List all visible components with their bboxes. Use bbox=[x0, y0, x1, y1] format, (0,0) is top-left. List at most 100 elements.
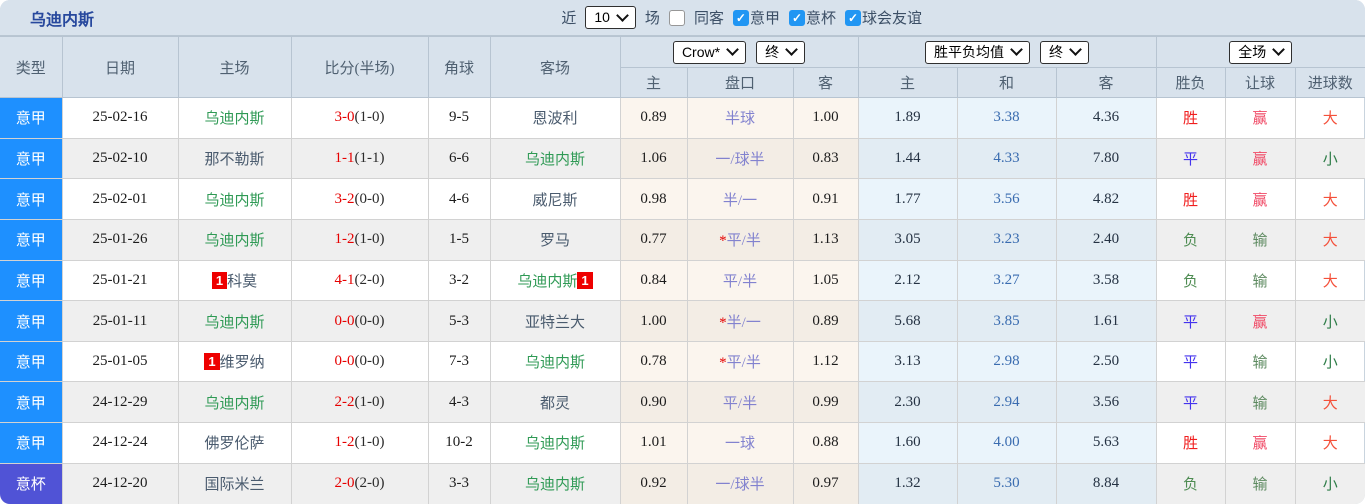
away-team[interactable]: 威尼斯 bbox=[489, 178, 621, 220]
odds-company-value: Crow* bbox=[681, 43, 721, 60]
score-cell: 1-1(1-1) bbox=[290, 137, 429, 180]
result-goals-cell: 小 bbox=[1294, 137, 1365, 180]
result-wdl-cell: 平 bbox=[1155, 137, 1226, 180]
home-team[interactable]: 1 科莫 bbox=[177, 259, 292, 302]
result-wdl-cell: 胜 bbox=[1155, 178, 1226, 220]
league-tag: 意甲 bbox=[0, 340, 63, 383]
avg-away-cell: 8.84 bbox=[1055, 462, 1157, 504]
corners-cell: 9-5 bbox=[427, 97, 491, 139]
avg-home-cell: 1.77 bbox=[857, 178, 958, 220]
avg-away-cell: 5.63 bbox=[1055, 422, 1157, 464]
away-team[interactable]: 乌迪内斯 bbox=[489, 137, 621, 180]
subcol-result-goals: 进球数 bbox=[1294, 67, 1365, 98]
result-group-header: 全场 bbox=[1155, 36, 1365, 68]
col-header-corners: 角球 bbox=[427, 36, 491, 98]
odds-home-cell: 0.77 bbox=[619, 218, 688, 261]
home-team[interactable]: 乌迪内斯 bbox=[177, 218, 292, 261]
subcol-avg-away: 客 bbox=[1055, 67, 1157, 98]
handicap-cell: 平/半 bbox=[686, 259, 794, 302]
avg-state-select[interactable]: 终 bbox=[1040, 40, 1089, 64]
handicap-cell: 一/球半 bbox=[686, 462, 794, 504]
result-handicap-cell: 输 bbox=[1224, 259, 1296, 302]
avg-draw-cell: 2.94 bbox=[956, 381, 1057, 424]
corners-cell: 3-3 bbox=[427, 462, 491, 504]
away-team[interactable]: 恩波利 bbox=[489, 97, 621, 139]
result-goals-cell: 小 bbox=[1294, 462, 1365, 504]
avg-away-cell: 3.58 bbox=[1055, 259, 1157, 302]
avg-home-cell: 2.12 bbox=[857, 259, 958, 302]
handicap-cell: 一球 bbox=[686, 422, 794, 464]
away-team[interactable]: 亚特兰大 bbox=[489, 300, 621, 342]
table-row: 意甲 25-02-01 乌迪内斯 3-2(0-0) 4-6 威尼斯 0.98 半… bbox=[0, 178, 1365, 220]
match-date: 25-01-26 bbox=[61, 218, 179, 261]
league-tag: 意杯 bbox=[0, 462, 63, 504]
red-card-badge: 1 bbox=[204, 353, 220, 371]
same-venue-checkbox[interactable] bbox=[668, 9, 685, 26]
result-handicap-cell: 输 bbox=[1224, 462, 1296, 504]
odds-state-select[interactable]: 终 bbox=[756, 40, 806, 64]
result-wdl-cell: 负 bbox=[1155, 218, 1226, 261]
away-handicap-star: * bbox=[719, 314, 727, 331]
match-date: 25-02-10 bbox=[61, 137, 179, 180]
home-team[interactable]: 1 维罗纳 bbox=[177, 340, 292, 383]
recent-count-select[interactable]: 10 bbox=[585, 6, 636, 29]
odds-home-cell: 0.92 bbox=[619, 462, 688, 504]
odds-home-cell: 0.98 bbox=[619, 178, 688, 220]
odds-away-cell: 1.05 bbox=[792, 259, 859, 302]
home-team[interactable]: 那不勒斯 bbox=[177, 137, 292, 180]
result-handicap-cell: 赢 bbox=[1224, 300, 1296, 342]
scope-select[interactable]: 全场 bbox=[1229, 40, 1293, 64]
league-tag: 意甲 bbox=[0, 97, 63, 139]
avg-source-select[interactable]: 胜平负均值 bbox=[925, 40, 1030, 64]
score-cell: 3-2(0-0) bbox=[290, 178, 429, 220]
odds-home-cell: 1.00 bbox=[619, 300, 688, 342]
avg-draw-cell: 3.27 bbox=[956, 259, 1057, 302]
avg-home-cell: 1.44 bbox=[857, 137, 958, 180]
score-cell: 1-2(1-0) bbox=[290, 218, 429, 261]
avg-home-cell: 1.32 bbox=[857, 462, 958, 504]
avg-away-cell: 7.80 bbox=[1055, 137, 1157, 180]
chevron-down-icon bbox=[1010, 43, 1023, 56]
home-team[interactable]: 佛罗伦萨 bbox=[177, 422, 292, 464]
table-row: 意甲 24-12-29 乌迪内斯 2-2(1-0) 4-3 都灵 0.90 平/… bbox=[0, 381, 1365, 424]
handicap-cell: 平/半 bbox=[686, 381, 794, 424]
home-team[interactable]: 乌迪内斯 bbox=[177, 97, 292, 139]
avg-state-value: 终 bbox=[1049, 43, 1063, 60]
corners-cell: 6-6 bbox=[427, 137, 491, 180]
home-team[interactable]: 乌迪内斯 bbox=[177, 300, 292, 342]
away-team[interactable]: 乌迪内斯 bbox=[489, 340, 621, 383]
coppa-italia-checkbox[interactable] bbox=[788, 9, 805, 26]
avg-draw-cell: 4.00 bbox=[956, 422, 1057, 464]
avg-away-cell: 2.50 bbox=[1055, 340, 1157, 383]
subcol-result-handicap: 让球 bbox=[1224, 67, 1296, 98]
coppa-italia-label: 意杯 bbox=[805, 11, 836, 27]
handicap-cell: 半球 bbox=[686, 97, 794, 139]
avg-draw-cell: 3.56 bbox=[956, 178, 1057, 220]
home-team[interactable]: 乌迪内斯 bbox=[177, 178, 292, 220]
odds-company-select[interactable]: Crow* bbox=[672, 40, 747, 64]
away-handicap-star: * bbox=[719, 355, 727, 372]
result-wdl-cell: 负 bbox=[1155, 462, 1226, 504]
serie-a-checkbox[interactable] bbox=[732, 9, 749, 26]
away-team[interactable]: 罗马 bbox=[489, 218, 621, 261]
red-card-badge: 1 bbox=[577, 271, 593, 289]
home-team[interactable]: 国际米兰 bbox=[177, 462, 292, 504]
col-header-date: 日期 bbox=[61, 36, 179, 98]
subcol-result-wdl: 胜负 bbox=[1155, 67, 1226, 98]
chevron-down-icon bbox=[785, 43, 798, 56]
result-handicap-cell: 赢 bbox=[1224, 178, 1296, 220]
away-team[interactable]: 乌迪内斯 bbox=[489, 422, 621, 464]
club-friendly-checkbox[interactable] bbox=[844, 9, 861, 26]
home-team[interactable]: 乌迪内斯 bbox=[177, 381, 292, 424]
result-goals-cell: 大 bbox=[1294, 178, 1365, 220]
match-date: 25-02-01 bbox=[61, 178, 179, 220]
chevron-down-icon bbox=[1272, 43, 1286, 56]
avg-home-cell: 1.60 bbox=[857, 422, 958, 464]
away-team[interactable]: 都灵 bbox=[489, 381, 621, 424]
result-handicap-cell: 赢 bbox=[1224, 137, 1296, 180]
result-goals-cell: 小 bbox=[1294, 300, 1365, 342]
odds-home-cell: 0.90 bbox=[619, 381, 688, 424]
handicap-cell: 半/一 bbox=[686, 178, 794, 220]
away-team[interactable]: 乌迪内斯 1 bbox=[489, 259, 621, 302]
away-team[interactable]: 乌迪内斯 bbox=[489, 462, 621, 504]
